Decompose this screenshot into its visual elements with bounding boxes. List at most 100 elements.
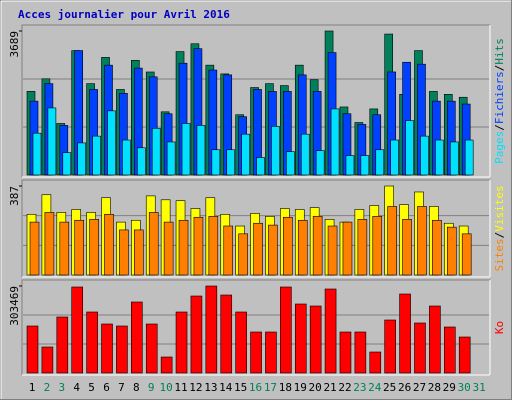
- bar: [354, 331, 367, 374]
- bar: [178, 219, 189, 276]
- bar: [417, 206, 427, 276]
- legend-entry: Sites: [493, 238, 506, 271]
- bar: [357, 219, 368, 276]
- x-tick-label: 4: [73, 381, 80, 394]
- bar: [160, 356, 173, 374]
- bar: [312, 216, 323, 276]
- bar: [458, 336, 471, 374]
- bar: [360, 155, 370, 176]
- bar: [414, 322, 426, 374]
- x-tick-label: 15: [234, 381, 247, 394]
- x-tick-label: 31: [472, 381, 485, 394]
- bar: [464, 139, 474, 176]
- x-tick-label: 25: [383, 381, 396, 394]
- bar: [283, 216, 293, 276]
- x-tick-label: 20: [309, 381, 322, 394]
- x-tick-label: 23: [353, 381, 366, 394]
- x-tick-label: 19: [294, 381, 307, 394]
- bar: [166, 141, 176, 176]
- bar: [324, 288, 337, 374]
- bar: [253, 222, 263, 276]
- bar: [77, 142, 87, 176]
- bar: [41, 346, 54, 374]
- legend-entry: Ko: [493, 321, 506, 334]
- bar: [163, 221, 174, 276]
- legend-entry: Fichiers: [493, 71, 506, 124]
- bar: [148, 212, 159, 276]
- x-tick-label: 24: [368, 381, 382, 394]
- x-tick-label: 6: [103, 381, 110, 394]
- x-tick-label: 1: [29, 381, 36, 394]
- bar: [62, 152, 72, 176]
- bar: [196, 125, 206, 176]
- legend: Sites/Visites: [493, 185, 506, 271]
- legend-entry: Visites: [493, 185, 506, 231]
- chart-title: Acces journalier pour Avril 2016: [18, 8, 230, 21]
- bar: [235, 311, 247, 374]
- bar: [432, 219, 442, 276]
- x-tick-label: 2: [44, 381, 51, 394]
- bar: [345, 155, 355, 176]
- legend-entry: Pages: [493, 131, 506, 164]
- bar: [131, 301, 143, 374]
- bar: [56, 316, 69, 374]
- bar: [297, 219, 308, 276]
- bar: [390, 139, 399, 176]
- bar: [32, 132, 42, 176]
- y-tick-label: 387: [8, 186, 21, 206]
- x-tick-label: 16: [249, 381, 262, 394]
- x-tick-label: 22: [338, 381, 351, 394]
- bar: [315, 150, 325, 176]
- bar: [369, 351, 382, 374]
- bar: [101, 323, 113, 374]
- legend-separator: /: [493, 124, 506, 131]
- bar: [26, 325, 39, 374]
- bar: [92, 135, 101, 176]
- bar: [71, 286, 84, 374]
- bar: [223, 225, 234, 276]
- bar: [265, 331, 277, 374]
- legend-separator: /: [493, 65, 506, 72]
- bar: [399, 293, 411, 374]
- bar: [342, 221, 353, 276]
- bar: [89, 219, 99, 276]
- bar: [429, 305, 441, 374]
- legend: Ko: [493, 321, 506, 334]
- bar: [309, 305, 322, 374]
- bar: [300, 133, 310, 176]
- bar: [241, 133, 250, 176]
- bar: [286, 151, 295, 176]
- bar: [238, 233, 248, 276]
- bar: [151, 128, 161, 176]
- bar: [190, 295, 203, 374]
- x-tick-label: 9: [148, 381, 155, 394]
- bar: [250, 331, 262, 374]
- bar: [446, 226, 457, 276]
- bar: [134, 229, 144, 276]
- y-tick-label: 3689: [8, 31, 21, 58]
- legend: Pages/Fichiers/Hits: [493, 38, 506, 164]
- bar: [193, 216, 204, 276]
- bar: [119, 229, 129, 276]
- x-tick-label: 21: [323, 381, 336, 394]
- x-tick-label: 27: [413, 381, 426, 394]
- bar: [387, 206, 397, 276]
- x-tick-label: 11: [174, 381, 187, 394]
- bar: [205, 285, 218, 374]
- bar: [122, 139, 131, 176]
- bar: [47, 107, 57, 176]
- bar: [181, 123, 191, 176]
- bar: [44, 212, 55, 276]
- bar: [443, 326, 456, 374]
- bar: [220, 294, 233, 374]
- bar: [208, 216, 219, 276]
- bar: [461, 233, 472, 276]
- bar: [104, 213, 114, 276]
- bar: [330, 108, 340, 176]
- bar: [107, 110, 116, 176]
- bar: [211, 149, 221, 176]
- x-tick-label: 10: [160, 381, 173, 394]
- x-tick-label: 18: [279, 381, 292, 394]
- bar: [74, 219, 85, 276]
